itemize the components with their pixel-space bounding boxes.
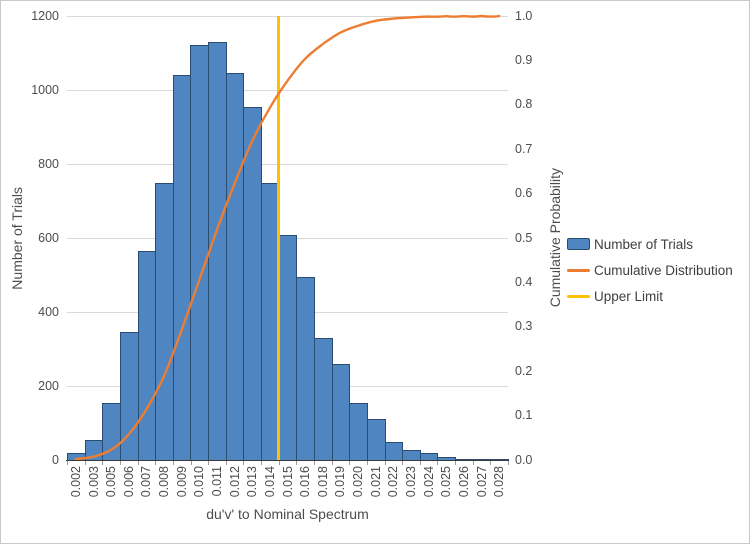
x-axis-tick-label: 0.011 <box>209 466 224 497</box>
histogram-bar <box>366 419 386 460</box>
secondary-y-axis-tick-label: 0.6 <box>515 186 533 201</box>
x-axis-tick-mark <box>172 461 174 465</box>
x-axis-tick-mark <box>455 461 457 465</box>
x-axis-tick-label: 0.007 <box>139 466 154 498</box>
histogram-bar <box>490 459 509 460</box>
x-axis-tick-label: 0.010 <box>192 466 207 498</box>
y-axis-tick-label: 0 <box>52 452 59 467</box>
legend-label: Upper Limit <box>594 288 664 304</box>
x-axis-tick-mark <box>243 461 245 465</box>
y-axis-tick-label: 1200 <box>31 8 59 23</box>
y-axis-tick-label: 800 <box>38 156 59 171</box>
y-axis-tick-label: 600 <box>38 230 59 245</box>
x-axis-tick-label: 0.018 <box>315 466 330 498</box>
x-axis-tick-mark <box>314 461 315 465</box>
upper-limit-line <box>277 16 281 460</box>
x-axis-tick-label: 0.005 <box>104 466 119 498</box>
x-axis-title: du'v' to Nominal Spectrum <box>206 506 369 522</box>
x-axis-tick-mark <box>208 461 210 465</box>
x-axis-tick-label: 0.006 <box>121 466 136 498</box>
x-axis-tick-mark <box>331 461 333 465</box>
y-axis-tick-label: 400 <box>38 304 59 319</box>
cumulative-distribution-curve <box>74 14 501 461</box>
legend: Number of Trials Cumulative Distribution… <box>567 234 733 306</box>
histogram-bar <box>437 457 457 460</box>
x-axis-tick-mark <box>137 461 139 465</box>
right-axis-title-box: Cumulative Probability <box>545 16 565 460</box>
x-axis-tick-mark <box>366 461 368 465</box>
x-axis-tick-mark <box>119 461 121 465</box>
x-axis-tick-label: 0.025 <box>439 466 454 498</box>
x-axis-tick-label: 0.026 <box>456 466 471 498</box>
secondary-y-axis-tick-label: 0.3 <box>515 319 533 334</box>
x-axis-tick-mark <box>278 461 280 465</box>
gridline <box>67 16 508 17</box>
bar-swatch-icon <box>567 238 590 250</box>
legend-label: Number of Trials <box>594 236 694 252</box>
cumulative-curve-path <box>74 14 501 461</box>
x-axis-tick-mark <box>155 461 157 465</box>
x-axis-tick-mark <box>419 461 421 465</box>
yellow-line-icon <box>567 294 590 298</box>
secondary-y-axis-tick-label: 0.0 <box>515 452 533 467</box>
x-axis-tick-mark <box>402 461 404 465</box>
x-axis-tick-label: 0.020 <box>351 466 366 498</box>
secondary-y-axis-tick-label: 0.9 <box>515 52 533 67</box>
x-axis-tick-label: 0.012 <box>227 466 242 498</box>
secondary-y-axis-tick-label: 0.8 <box>515 97 533 112</box>
gridline <box>67 164 508 165</box>
y-axis-tick-label: 1000 <box>31 82 59 97</box>
legend-label: Cumulative Distribution <box>594 262 733 278</box>
x-axis-tick-mark <box>490 461 492 465</box>
x-axis-tick-label: 0.027 <box>474 466 489 498</box>
x-axis-tick-label: 0.013 <box>245 466 260 498</box>
legend-item-number-of-trials: Number of Trials <box>567 234 733 254</box>
x-axis-tick-mark <box>84 461 86 465</box>
secondary-y-axis-tick-label: 0.1 <box>515 408 533 423</box>
x-axis-tick-mark <box>384 461 386 465</box>
secondary-y-axis-tick-label: 0.2 <box>515 363 533 378</box>
x-axis-line <box>66 460 509 461</box>
x-axis-tick-mark <box>508 461 509 465</box>
secondary-y-axis-tick-label: 0.5 <box>515 230 533 245</box>
x-axis-tick-label: 0.002 <box>68 466 83 498</box>
x-axis-tick-mark <box>225 461 227 465</box>
orange-line-icon <box>567 268 590 272</box>
x-axis-tick-label: 0.003 <box>86 466 101 498</box>
x-axis-tick-mark <box>102 461 104 465</box>
x-axis-tick-mark <box>190 461 192 465</box>
secondary-y-axis-tick-label: 0.7 <box>515 141 533 156</box>
x-axis-tick-label: 0.028 <box>492 466 507 498</box>
x-axis-tick-mark <box>349 461 351 465</box>
x-axis-tick-label: 0.009 <box>174 466 189 498</box>
x-axis-tick-mark <box>296 461 298 465</box>
secondary-y-axis-tick-label: 1.0 <box>515 8 533 23</box>
x-axis-tick-label: 0.022 <box>386 466 401 498</box>
x-axis-tick-mark <box>67 461 68 465</box>
gridline <box>67 90 508 91</box>
plot-area <box>67 14 509 461</box>
x-axis-tick-mark <box>261 461 262 465</box>
legend-item-cumulative-distribution: Cumulative Distribution <box>567 260 733 280</box>
x-axis-tick-label: 0.016 <box>298 466 313 498</box>
x-axis-tick-mark <box>437 461 439 465</box>
x-axis-tick-label: 0.008 <box>157 466 171 498</box>
x-axis-tick-label: 0.019 <box>333 466 348 498</box>
x-axis-tick-label: 0.015 <box>280 466 295 498</box>
secondary-y-axis-tick-label: 0.4 <box>515 274 533 289</box>
legend-item-upper-limit: Upper Limit <box>567 286 733 306</box>
x-axis-tick-label: 0.024 <box>421 466 436 498</box>
x-axis-tick-label: 0.023 <box>404 466 418 498</box>
x-axis-tick-label: 0.021 <box>368 466 383 498</box>
right-axis-title: Cumulative Probability <box>547 168 563 308</box>
y-axis-tick-label: 200 <box>38 378 59 393</box>
x-axis-tick-mark <box>472 461 474 465</box>
x-axis-tick-label: 0.014 <box>262 466 277 498</box>
histogram-bar <box>419 452 439 460</box>
